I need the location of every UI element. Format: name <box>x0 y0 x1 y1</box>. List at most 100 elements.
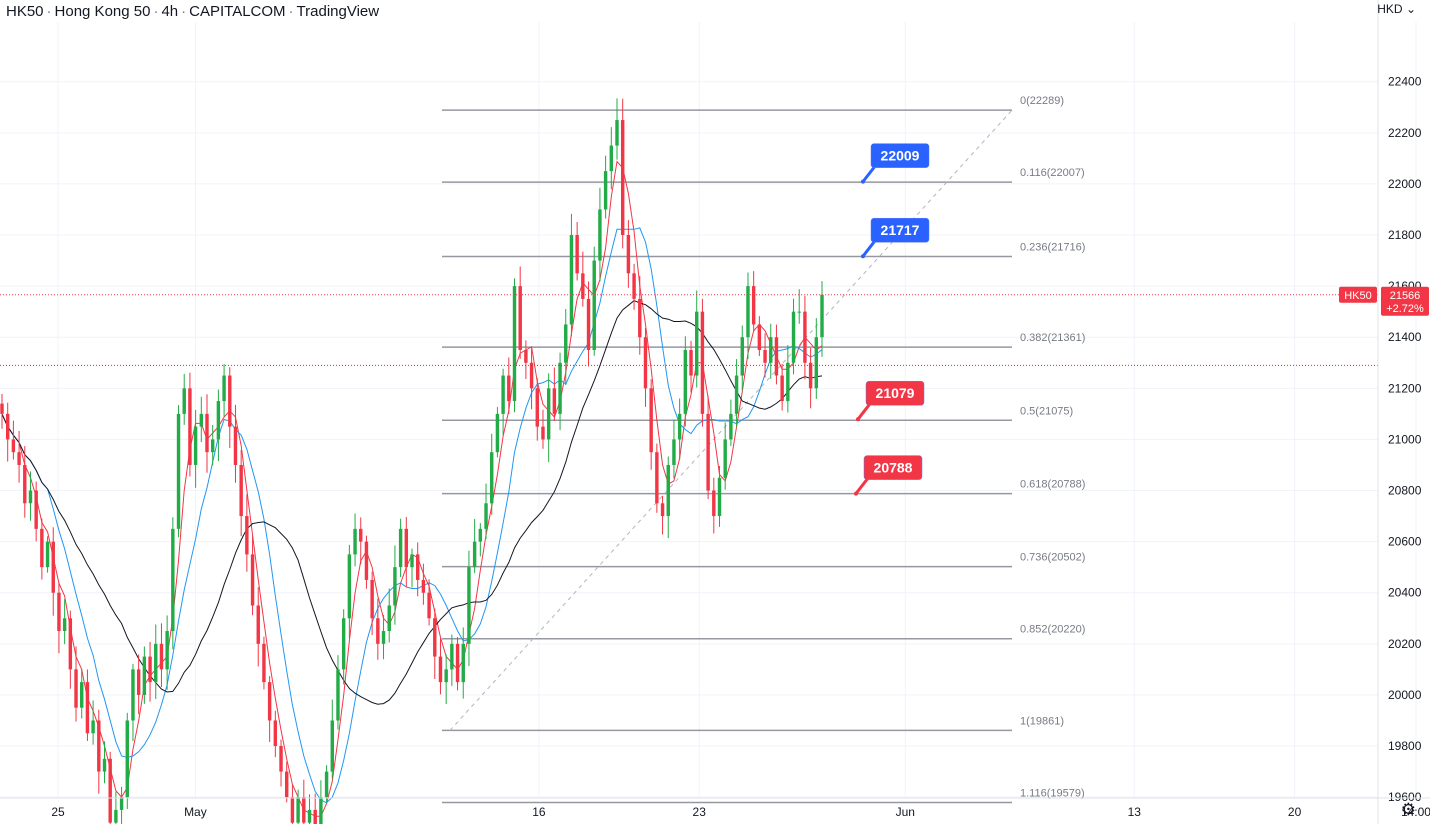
candle <box>438 656 443 683</box>
candle <box>450 643 454 670</box>
y-tick-label: 20800 <box>1388 484 1422 498</box>
candle <box>199 413 204 427</box>
candle <box>427 592 431 619</box>
candle <box>581 273 585 299</box>
candle <box>820 294 824 338</box>
candle <box>444 669 448 683</box>
candle <box>626 235 631 274</box>
chart-title: HK50 · Hong Kong 50 · 4h · CAPITALCOM · TradingV… <box>6 3 380 20</box>
callout-anchor <box>854 491 858 496</box>
candle <box>381 631 386 644</box>
candle <box>717 477 722 517</box>
candles <box>0 98 824 824</box>
candle <box>786 362 790 402</box>
candle <box>791 311 796 363</box>
candle <box>461 643 465 683</box>
x-tick-label: 20 <box>1288 805 1302 819</box>
candle <box>700 311 705 414</box>
candle <box>586 298 591 350</box>
candle <box>23 464 27 504</box>
candle <box>592 260 596 350</box>
candle <box>341 618 346 670</box>
candle <box>313 809 317 824</box>
candle <box>575 235 579 274</box>
fib-level-label: 1.116(19579) <box>1020 787 1085 799</box>
candle <box>273 720 278 747</box>
callout-box <box>870 143 930 168</box>
candle <box>114 809 118 823</box>
x-tick-label: 14:00 <box>1401 805 1430 819</box>
candle <box>609 145 614 172</box>
candle <box>347 554 352 619</box>
candle <box>393 567 397 606</box>
candle <box>142 656 147 695</box>
broker: CAPITALCOM <box>189 3 286 20</box>
candle <box>478 528 483 542</box>
timeframe[interactable]: 4h <box>161 3 179 20</box>
symbol-tag <box>1339 286 1377 303</box>
candle <box>51 541 55 593</box>
candle <box>376 618 380 644</box>
currency-selector[interactable]: HKD ⌄ <box>1377 2 1416 16</box>
candle <box>245 516 249 555</box>
y-tick-label: 21200 <box>1388 381 1422 395</box>
candle <box>159 643 164 670</box>
platform: TradingView <box>296 3 380 20</box>
candle <box>501 375 505 414</box>
currency-label: HKD <box>1377 2 1403 16</box>
candle <box>415 554 420 580</box>
y-tick-label: 22000 <box>1388 177 1422 191</box>
candle <box>193 426 198 465</box>
candle <box>34 490 38 529</box>
candle <box>769 337 773 363</box>
candle <box>176 413 181 529</box>
candle <box>598 209 602 261</box>
candle <box>80 682 84 708</box>
candle <box>154 643 158 683</box>
y-tick-label: 21400 <box>1388 330 1422 344</box>
candle <box>108 758 112 823</box>
candle <box>757 324 762 350</box>
candle <box>0 403 4 414</box>
y-tick-label: 22200 <box>1388 126 1422 140</box>
candle <box>433 618 437 657</box>
callout-anchor <box>856 417 860 422</box>
candle <box>188 388 192 465</box>
candle <box>495 413 500 453</box>
fib-level-label: 0.382(21361) <box>1020 332 1085 344</box>
candle <box>421 579 426 593</box>
gear-icon[interactable]: ⚙ <box>1400 800 1416 819</box>
x-tick-label: 23 <box>693 805 707 819</box>
candle <box>119 797 124 810</box>
candle <box>136 669 141 695</box>
symbol: HK50 <box>6 3 44 20</box>
candle <box>689 349 693 376</box>
candle <box>222 375 226 402</box>
candle <box>695 311 699 376</box>
candle <box>774 337 779 376</box>
candle <box>387 605 391 632</box>
callout-box <box>863 455 923 480</box>
candle <box>97 720 101 772</box>
candle <box>746 286 750 338</box>
candle <box>558 362 562 414</box>
candle <box>740 337 744 376</box>
price-tag-change: +2.72% <box>1386 303 1424 315</box>
candle <box>808 362 813 389</box>
callout-anchor <box>861 254 865 259</box>
y-tick-label: 22400 <box>1388 75 1422 89</box>
x-tick-label: May <box>184 805 207 819</box>
candle <box>267 682 272 721</box>
y-tick-label: 21000 <box>1388 432 1422 446</box>
candle <box>404 528 409 568</box>
candle <box>131 669 135 721</box>
fib-level-label: 0.5(21075) <box>1020 405 1073 417</box>
callouts: 22009 21717 21079 20788 <box>854 143 930 496</box>
candle <box>546 388 551 440</box>
candle <box>734 375 739 414</box>
candle <box>233 426 238 465</box>
candle <box>712 490 716 517</box>
candle <box>666 464 670 517</box>
